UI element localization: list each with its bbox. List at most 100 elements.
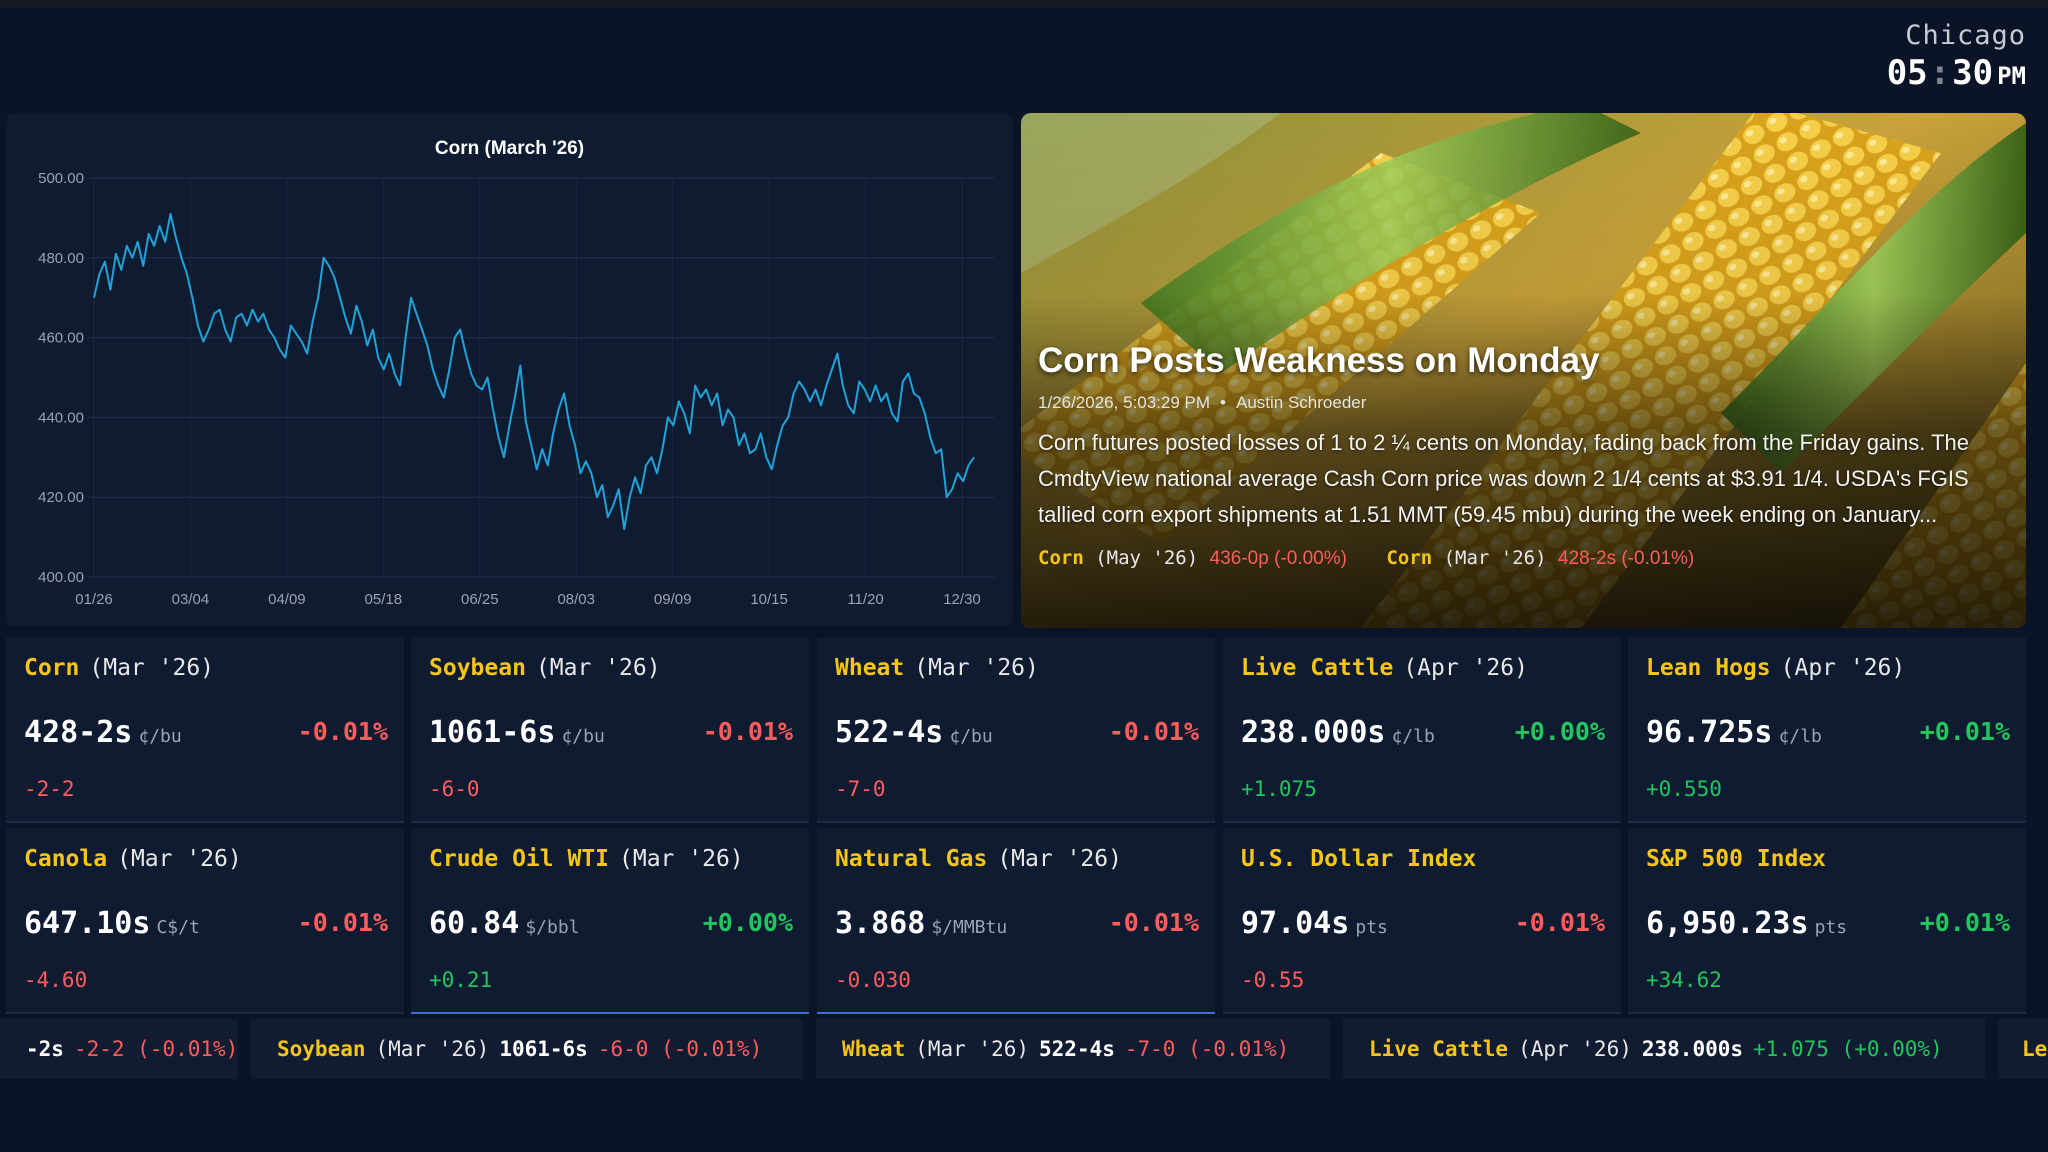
card-change: +0.550 — [1646, 777, 1722, 801]
card-price: 647.10s — [24, 906, 151, 941]
card-name: Live Cattle (Apr '26) — [1241, 655, 1528, 681]
card-price: 1061-6s — [429, 715, 556, 750]
price-chart-panel: Corn (March '26) 500.00 480.00 460.00 440.0… — [6, 114, 1013, 626]
ticker-item[interactable]: Live Cattle (Apr '26) 238.000s +1.075 (+0.0… — [1343, 1019, 1985, 1079]
x-tick-label: 06/25 — [461, 591, 499, 608]
ticker-percent: (-0.01%) — [661, 1037, 763, 1061]
y-tick-label: 460.00 — [38, 330, 84, 347]
card-price: 522-4s — [835, 715, 944, 750]
ticker-symbol: Live Cattle — [1369, 1037, 1509, 1061]
card-symbol: Soybean — [429, 655, 526, 681]
clock-minutes: 30 — [1952, 53, 1994, 93]
quote-card[interactable]: Lean Hogs (Apr '26) 96.725s ¢/lb +0.01% +0… — [1628, 637, 2026, 823]
news-body: Corn Posts Weakness on Monday 1/26/2026,… — [1038, 341, 2006, 570]
card-price: 238.000s — [1241, 715, 1386, 750]
x-tick-label: 05/18 — [365, 591, 403, 608]
card-price: 428-2s — [24, 715, 133, 750]
card-price-row: 428-2s ¢/bu — [24, 715, 182, 750]
card-symbol: S&P 500 Index — [1646, 846, 1827, 872]
quote-card[interactable]: S&P 500 Index 6,950.23s pts +0.01% +34.62 — [1628, 828, 2026, 1014]
card-price: 3.868 — [835, 906, 926, 941]
news-card[interactable]: Corn Posts Weakness on Monday 1/26/2026,… — [1021, 113, 2026, 628]
chart-title: Corn (March '26) — [434, 138, 585, 159]
card-change: +34.62 — [1646, 968, 1722, 992]
card-percent: -0.01% — [1108, 717, 1199, 746]
quote-card[interactable]: Canola (Mar '26) 647.10s C$/t -0.01% -4.60 — [6, 828, 404, 1014]
ticker-symbol: Le — [2022, 1037, 2048, 1061]
ticker-change: -2-2 — [73, 1037, 125, 1061]
ticker-percent: (+0.00%) — [1841, 1037, 1943, 1061]
card-contract: (Mar '26) — [89, 655, 215, 681]
card-unit: C$/t — [156, 917, 200, 938]
card-change: -2-2 — [24, 777, 75, 801]
x-tick-label: 04/09 — [268, 591, 306, 608]
news-tag[interactable]: Corn (Mar '26) 428-2s (-0.01%) — [1386, 547, 1694, 569]
ticker-price: 522-4s — [1039, 1037, 1115, 1061]
quote-card[interactable]: U.S. Dollar Index 97.04s pts -0.01% -0.55 — [1223, 828, 1621, 1014]
x-tick-label: 01/26 — [75, 591, 113, 608]
card-price-row: 97.04s pts — [1241, 906, 1388, 941]
card-name: Crude Oil WTI (Mar '26) — [429, 846, 744, 872]
ticker-item[interactable]: -2s -2-2 (-0.01%) — [0, 1019, 238, 1079]
meta-separator: • — [1220, 393, 1226, 412]
card-change: -0.030 — [835, 968, 911, 992]
card-symbol: Wheat — [835, 655, 905, 681]
y-tick-label: 400.00 — [38, 569, 84, 586]
card-name: Canola (Mar '26) — [24, 846, 242, 872]
quote-card[interactable]: Soybean (Mar '26) 1061-6s ¢/bu -0.01% -6-0 — [411, 637, 809, 823]
card-percent: -0.01% — [297, 717, 388, 746]
card-contract: (Mar '26) — [914, 655, 1039, 681]
card-price: 96.725s — [1646, 715, 1773, 750]
ticker-item[interactable]: Le — [1998, 1019, 2048, 1079]
card-unit: ¢/lb — [1391, 726, 1435, 747]
news-timestamp: 1/26/2026, 5:03:29 PM — [1038, 393, 1211, 412]
card-percent: +0.00% — [702, 908, 793, 937]
card-price-row: 522-4s ¢/bu — [835, 715, 993, 750]
card-contract: (Apr '26) — [1780, 655, 1906, 681]
ticker-change: -7-0 — [1124, 1037, 1176, 1061]
news-tag[interactable]: Corn (May '26) 436-0p (-0.00%) — [1038, 547, 1347, 569]
card-name: Soybean (Mar '26) — [429, 655, 661, 681]
card-change: -4.60 — [24, 968, 88, 992]
news-summary: Corn futures posted losses of 1 to 2 ¼ c… — [1038, 430, 1970, 527]
news-meta: 1/26/2026, 5:03:29 PM • Austin Schroeder — [1038, 393, 2006, 413]
corn-price-line — [93, 212, 975, 531]
news-scrim — [1021, 113, 2026, 628]
quote-card[interactable]: Live Cattle (Apr '26) 238.000s ¢/lb +0.00%… — [1223, 637, 1621, 823]
x-tick-label: 09/09 — [654, 591, 692, 608]
card-percent: -0.01% — [1514, 908, 1605, 937]
ticker-percent: (-0.01%) — [1188, 1037, 1290, 1061]
tag-contract: (Mar '26) — [1443, 547, 1547, 569]
card-symbol: Corn — [24, 655, 80, 681]
card-price: 60.84 — [429, 906, 520, 941]
clock-ampm: PM — [1997, 62, 2026, 90]
card-symbol: Canola — [24, 846, 108, 872]
card-contract: (Mar '26) — [117, 846, 242, 872]
card-contract: (Mar '26) — [535, 655, 661, 681]
ticker-contract: (Mar '26) — [375, 1037, 490, 1061]
ticker-percent: (-0.01%) — [137, 1037, 239, 1061]
card-contract: (Apr '26) — [1403, 655, 1528, 681]
ticker-price: 238.000s — [1641, 1037, 1744, 1061]
card-price-row: 6,950.23s pts — [1646, 906, 1847, 941]
quote-card[interactable]: Crude Oil WTI (Mar '26) 60.84 $/bbl +0.00%… — [411, 828, 809, 1014]
card-percent: +0.01% — [1919, 717, 2010, 746]
card-price-row: 238.000s ¢/lb — [1241, 715, 1435, 750]
card-unit: pts — [1814, 917, 1848, 938]
card-symbol: Crude Oil WTI — [429, 846, 610, 872]
card-change: +1.075 — [1241, 777, 1317, 801]
card-price-row: 647.10s C$/t — [24, 906, 200, 941]
ticker-item[interactable]: Soybean (Mar '26) 1061-6s -6-0 (-0.01%) — [251, 1019, 803, 1079]
clock-city: Chicago — [1905, 20, 2026, 51]
card-change: -6-0 — [429, 777, 480, 801]
ticker-symbol: Soybean — [277, 1037, 366, 1061]
ticker-change: -6-0 — [597, 1037, 649, 1061]
card-price: 6,950.23s — [1646, 906, 1809, 941]
ticker-item[interactable]: Wheat (Mar '26) 522-4s -7-0 (-0.01%) — [816, 1019, 1330, 1079]
quote-card[interactable]: Natural Gas (Mar '26) 3.868 $/MMBtu -0.01%… — [817, 828, 1215, 1014]
quote-card[interactable]: Corn (Mar '26) 428-2s ¢/bu -0.01% -2-2 — [6, 637, 404, 823]
card-unit: $/bbl — [525, 917, 580, 938]
quote-card[interactable]: Wheat (Mar '26) 522-4s ¢/bu -0.01% -7-0 — [817, 637, 1215, 823]
news-headline[interactable]: Corn Posts Weakness on Monday — [1038, 341, 1600, 380]
card-contract: (Mar '26) — [997, 846, 1122, 872]
